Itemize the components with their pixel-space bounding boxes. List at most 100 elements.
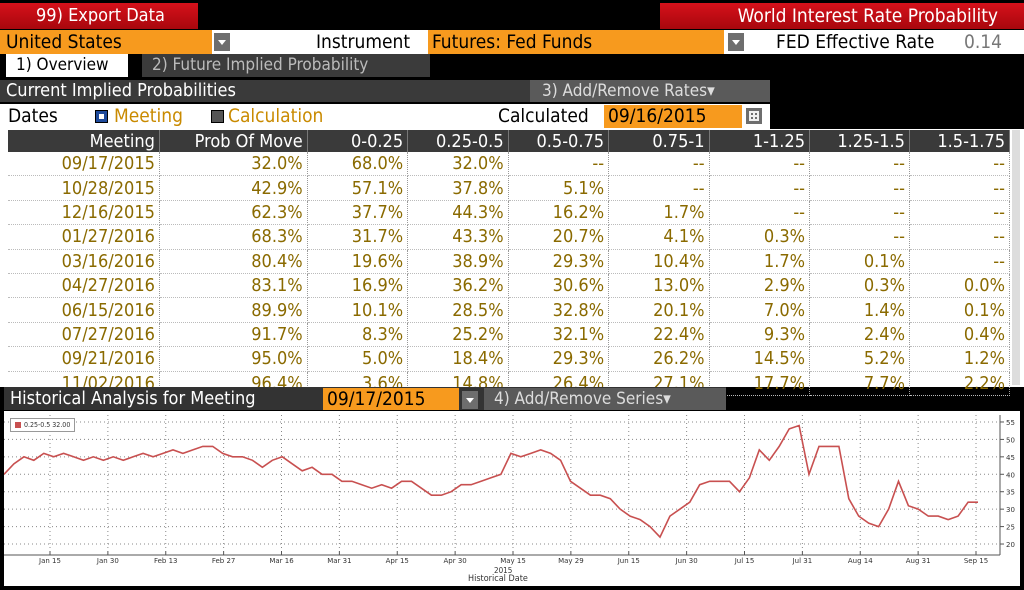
probability-cell: 32.0% — [407, 152, 509, 177]
y-tick-label: 55 — [1006, 419, 1015, 427]
table-scrollbar[interactable] — [1012, 130, 1020, 385]
probability-cell: 0.4% — [909, 322, 1011, 348]
probability-cell: -- — [809, 224, 910, 250]
probability-cell: -- — [909, 152, 1011, 177]
y-tick-label: 25 — [1006, 524, 1015, 532]
probability-cell: 95.0% — [159, 346, 308, 372]
dates-row: Dates Meeting Calculation Calculated 09/… — [0, 104, 770, 129]
probability-cell: 37.7% — [307, 200, 409, 226]
probability-cell: -- — [709, 175, 811, 201]
meeting-date-cell: 06/15/2016 — [8, 297, 160, 323]
probability-cell: 29.3% — [508, 249, 610, 274]
probability-cell: 30.6% — [508, 273, 610, 299]
dates-label: Dates — [8, 105, 58, 127]
y-tick-label: 45 — [1006, 454, 1015, 462]
historical-line-chart: 20 25 30 35 40 45 50 55 Jan 15 Jan 30 Feb 13 Feb 27… — [3, 415, 1015, 565]
col-rate[interactable]: 1-1.25 — [709, 130, 811, 152]
probability-cell: 38.9% — [407, 249, 509, 274]
export-data-button[interactable]: 99) Export Data — [0, 3, 198, 29]
table-row[interactable]: 10/28/2015 42.9% 57.1% 37.8% 5.1% -- -- -- -- — [8, 175, 1011, 201]
probability-cell: 5.0% — [307, 346, 409, 372]
probability-cell: 2.2% — [909, 371, 1011, 396]
probability-cell: 32.0% — [159, 152, 308, 177]
probability-cell: 43.3% — [407, 224, 509, 250]
calculated-label: Calculated — [498, 105, 589, 127]
col-prob-of-move[interactable]: Prob Of Move — [159, 130, 308, 152]
probability-cell: 1.4% — [809, 297, 910, 323]
x-tick-label: Jun 30 — [675, 557, 698, 565]
table-row[interactable]: 09/17/2015 32.0% 68.0% 32.0% -- -- -- -- -- — [8, 152, 1011, 177]
col-rate[interactable]: 0.75-1 — [608, 130, 710, 152]
probability-cell: 36.2% — [407, 273, 509, 299]
table-row[interactable]: 09/21/2016 95.0% 5.0% 18.4% 29.3% 26.2% 14.5% 5… — [8, 346, 1011, 372]
probability-cell: 20.7% — [508, 224, 610, 250]
probability-cell: 25.2% — [407, 322, 509, 348]
x-tick-label: Apr 15 — [386, 557, 409, 565]
add-remove-series-button[interactable]: 4) Add/Remove Series▾ — [484, 388, 726, 410]
meeting-radio[interactable] — [95, 110, 108, 123]
x-tick-label: May 29 — [558, 557, 584, 565]
probability-cell: -- — [709, 200, 811, 226]
historical-dropdown-icon[interactable] — [462, 391, 478, 409]
series-line — [3, 424, 978, 539]
table-row[interactable]: 01/27/2016 68.3% 31.7% 43.3% 20.7% 4.1% 0.3% --… — [8, 224, 1011, 250]
probability-cell: -- — [909, 200, 1011, 226]
legend-swatch-icon — [15, 422, 21, 428]
x-tick-label: Aug 31 — [906, 557, 931, 565]
table-row[interactable]: 06/15/2016 89.9% 10.1% 28.5% 32.8% 20.1% 7.0% 1… — [8, 297, 1011, 323]
probability-cell: 5.2% — [809, 346, 910, 372]
legend-label: 0.25-0.5 32.00 — [24, 421, 71, 429]
col-rate[interactable]: 0.5-0.75 — [508, 130, 610, 152]
probability-cell: 14.5% — [709, 346, 811, 372]
probability-cell: -- — [508, 152, 610, 177]
probability-cell: 2.9% — [709, 273, 811, 299]
tab-overview[interactable]: 1) Overview — [6, 54, 128, 77]
probability-cell: 0.3% — [809, 273, 910, 299]
instrument-select[interactable]: Futures: Fed Funds — [428, 30, 724, 54]
probability-cell: -- — [909, 249, 1011, 274]
calendar-icon[interactable] — [746, 108, 762, 124]
table-row[interactable]: 04/27/2016 83.1% 16.9% 36.2% 30.6% 13.0% 2.9% 0… — [8, 273, 1011, 299]
probability-cell: 31.7% — [307, 224, 409, 250]
x-tick-label: Jan 15 — [38, 557, 61, 565]
country-dropdown-icon[interactable] — [214, 33, 230, 51]
instrument-dropdown-icon[interactable] — [728, 33, 744, 51]
x-tick-label: Apr 30 — [444, 557, 467, 565]
probability-cell: 0.1% — [809, 249, 910, 274]
col-rate[interactable]: 0.25-0.5 — [407, 130, 509, 152]
probability-cell: 91.7% — [159, 322, 308, 348]
controls-row: United States Instrument Futures: Fed Fu… — [0, 30, 1024, 54]
probability-cell: 0.0% — [909, 273, 1011, 299]
table-row[interactable]: 12/16/2015 62.3% 37.7% 44.3% 16.2% 1.7% -- -- -- — [8, 200, 1011, 226]
table-row[interactable]: 07/27/2016 91.7% 8.3% 25.2% 32.1% 22.4% 9.3% 2.… — [8, 322, 1011, 348]
probability-cell: 16.9% — [307, 273, 409, 299]
add-remove-rates-button[interactable]: 3) Add/Remove Rates▾ — [530, 80, 770, 102]
probability-cell: 2.4% — [809, 322, 910, 348]
historical-meeting-input[interactable]: 09/17/2015 — [323, 388, 459, 410]
meeting-date-cell: 04/27/2016 — [8, 273, 160, 299]
table-header-row: Meeting Prob Of Move 0-0.25 0.25-0.5 0.5… — [8, 130, 1011, 152]
probability-cell: 4.1% — [608, 224, 710, 250]
calculated-date-input[interactable]: 09/16/2015 — [604, 105, 742, 128]
x-tick-label: Sep 15 — [964, 557, 988, 565]
probability-cell: 19.6% — [307, 249, 409, 274]
probability-cell: -- — [608, 152, 710, 177]
calculation-label: Calculation — [228, 105, 324, 127]
probability-cell: 18.4% — [407, 346, 509, 372]
x-tick-label: Jan 30 — [96, 557, 119, 565]
probability-cell: -- — [809, 152, 910, 177]
table-row[interactable]: 03/16/2016 80.4% 19.6% 38.9% 29.3% 10.4% 1.7% 0… — [8, 249, 1011, 274]
col-rate[interactable]: 1.25-1.5 — [809, 130, 910, 152]
col-meeting[interactable]: Meeting — [8, 130, 160, 152]
probability-cell: 0.1% — [909, 297, 1011, 323]
x-tick-label: Jun 15 — [617, 557, 640, 565]
country-select[interactable]: United States — [0, 30, 212, 54]
probability-cell: -- — [809, 200, 910, 226]
tab-future-implied-probability[interactable]: 2) Future Implied Probability — [142, 54, 430, 77]
col-rate[interactable]: 0-0.25 — [307, 130, 409, 152]
col-rate[interactable]: 1.5-1.75 — [909, 130, 1011, 152]
x-tick-label: Feb 27 — [212, 557, 236, 565]
calculation-radio[interactable] — [211, 110, 224, 123]
meeting-date-cell: 09/17/2015 — [8, 152, 160, 177]
probability-cell: 5.1% — [508, 175, 610, 201]
